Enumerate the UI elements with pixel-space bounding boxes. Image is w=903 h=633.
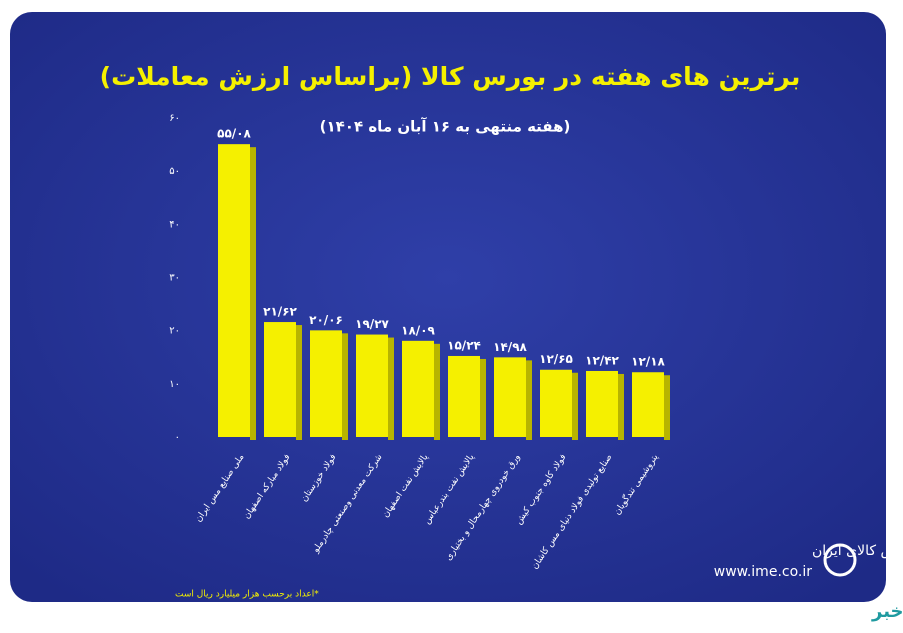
- chart-title: برترین های هفته در بورس کالا (براساس ارز…: [100, 62, 801, 92]
- bar: [264, 322, 296, 437]
- value-label: ۱۹/۲۷: [355, 317, 389, 331]
- bar-side: [388, 337, 394, 440]
- bar: [632, 372, 664, 437]
- bar: [540, 369, 572, 437]
- bar-side: [664, 375, 670, 440]
- value-label: ۱۸/۰۹: [401, 323, 435, 337]
- bar: [310, 330, 342, 437]
- logo-icon: [823, 543, 857, 577]
- bar-side: [480, 358, 486, 440]
- value-label: ۱۲/۱۸: [631, 355, 665, 369]
- bar: [218, 144, 250, 437]
- bar-side: [342, 333, 348, 440]
- chart-subtitle: (هفته منتهی به ۱۶ آبان ماه ۱۴۰۴): [320, 118, 571, 136]
- y-tick-label: ۳۰: [169, 273, 180, 284]
- y-tick-label: ۲۰: [169, 326, 180, 337]
- value-label: ۲۰/۰۶: [309, 313, 343, 327]
- y-tick-label: ۵۰: [169, 166, 180, 177]
- bar: [448, 355, 480, 437]
- value-label: ۲۱/۶۲: [263, 305, 297, 319]
- value-label: ۱۴/۹۸: [493, 340, 527, 354]
- value-label: ۱۵/۲۴: [447, 338, 481, 352]
- footnote: *اعداد برحسب هزار میلیارد ریال است: [175, 590, 319, 600]
- bar-side: [250, 147, 256, 440]
- bar-side: [572, 372, 578, 440]
- bar: [494, 357, 526, 437]
- bar-side: [434, 343, 440, 440]
- y-tick-label: ۰: [175, 432, 180, 443]
- value-label: ۱۲/۶۵: [539, 352, 573, 366]
- watermark: کالا خبر: [871, 601, 903, 622]
- bar: [402, 340, 434, 437]
- bar-side: [296, 325, 302, 440]
- bar: [586, 370, 618, 437]
- panel: [10, 12, 886, 602]
- y-tick-label: ۱۰: [169, 379, 180, 390]
- bar-side: [618, 373, 624, 440]
- value-label: ۱۲/۴۲: [585, 353, 619, 367]
- bar: [356, 334, 388, 437]
- y-tick-label: ۴۰: [169, 219, 180, 230]
- y-tick-label: ۶۰: [169, 113, 180, 124]
- logo-url: www.ime.co.ir: [714, 564, 812, 580]
- bar-side: [526, 360, 532, 440]
- value-label: ۵۵/۰۸: [217, 127, 251, 141]
